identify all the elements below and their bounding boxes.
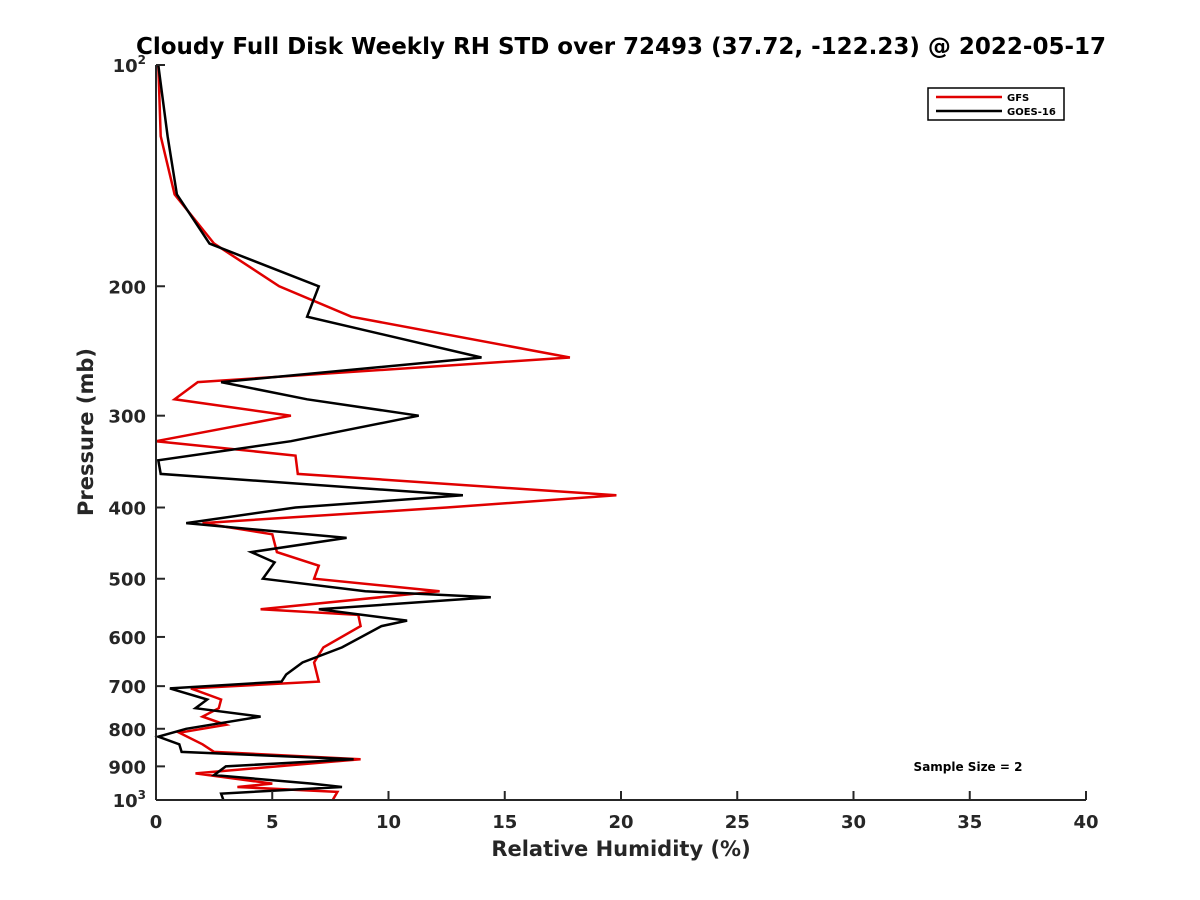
y-tick-label: 300: [108, 407, 146, 428]
ticks-layer: 0 5 10 15 20 25 30 35 40 102 200 300 400 500 600 700 800…: [108, 53, 1098, 833]
chart-title: Cloudy Full Disk Weekly RH STD over 7249…: [136, 34, 1106, 60]
y-tick-label: 400: [108, 499, 146, 520]
x-tick-label: 15: [492, 812, 517, 833]
x-tick-label: 40: [1073, 812, 1098, 833]
y-tick-label: 600: [108, 628, 146, 649]
y-tick-label: 500: [108, 570, 146, 591]
y-tick-label: 103: [113, 788, 146, 812]
x-tick-label: 20: [608, 812, 633, 833]
legend-label-gfs: GFS: [1007, 93, 1029, 104]
x-tick-label: 25: [725, 812, 750, 833]
y-tick-label: 700: [108, 677, 146, 698]
legend-box: [927, 87, 1065, 121]
series-line-goes-16: [154, 64, 491, 801]
series-line-gfs: [155, 64, 617, 801]
x-tick-label: 5: [266, 812, 279, 833]
y-tick-label: 200: [108, 277, 146, 298]
x-tick-label: 0: [150, 812, 163, 833]
y-axis-label: Pressure (mb): [74, 348, 98, 516]
x-tick-label: 35: [957, 812, 982, 833]
x-tick-label: 10: [376, 812, 401, 833]
series-layer: [154, 64, 617, 801]
sample-size-annotation: Sample Size = 2: [914, 760, 1023, 774]
x-axis-label: Relative Humidity (%): [491, 837, 750, 861]
legend-label-goes-16: GOES-16: [1007, 107, 1056, 118]
x-tick-label: 30: [841, 812, 866, 833]
legend: GFS GOES-16: [927, 87, 1065, 121]
y-tick-label: 900: [108, 757, 146, 778]
y-tick-label: 102: [113, 53, 146, 77]
y-tick-label: 800: [108, 720, 146, 741]
